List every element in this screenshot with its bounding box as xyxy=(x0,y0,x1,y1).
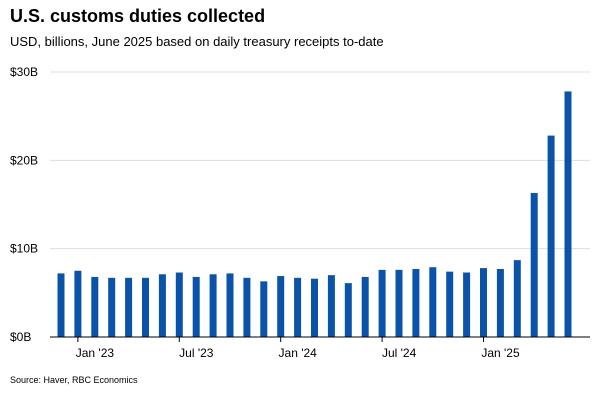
y-axis-labels: $0B $10B $20B $30B xyxy=(10,65,38,344)
bar xyxy=(260,281,268,337)
bar xyxy=(361,276,369,337)
bar xyxy=(294,277,302,337)
x-tick-label: Jul '23 xyxy=(179,346,214,360)
gridlines xyxy=(50,71,590,250)
bar xyxy=(277,276,285,337)
x-axis-ticks: Jan '23 Jul '23 Jan '24 Jul '24 Jan '25 xyxy=(76,337,520,360)
bars xyxy=(57,91,572,337)
bar xyxy=(429,267,437,337)
bar xyxy=(108,277,116,337)
bar xyxy=(412,268,420,337)
bar xyxy=(192,276,200,337)
y-tick-label: $10B xyxy=(10,242,38,256)
bar xyxy=(226,273,234,337)
y-tick-label: $0B xyxy=(10,330,31,344)
bar xyxy=(395,269,403,337)
chart-title: U.S. customs duties collected xyxy=(10,6,266,26)
y-tick-label: $30B xyxy=(10,65,38,79)
bar xyxy=(327,275,335,337)
bar xyxy=(564,91,572,337)
bar xyxy=(175,272,183,337)
bar xyxy=(496,268,504,337)
bar xyxy=(243,277,251,337)
bar xyxy=(513,260,521,337)
bar xyxy=(125,277,133,337)
bar xyxy=(344,283,352,337)
bar xyxy=(547,135,555,337)
bar xyxy=(158,274,166,337)
bar xyxy=(74,270,82,337)
bar xyxy=(91,276,99,337)
chart-subtitle: USD, billions, June 2025 based on daily … xyxy=(10,34,384,49)
x-tick-label: Jul '24 xyxy=(382,346,417,360)
bar xyxy=(142,277,149,337)
bar xyxy=(480,268,487,337)
x-tick-label: Jan '23 xyxy=(76,346,115,360)
y-tick-label: $20B xyxy=(10,153,38,167)
bar xyxy=(311,278,318,337)
bar xyxy=(378,269,386,337)
bar xyxy=(530,193,538,337)
bar xyxy=(209,274,217,337)
x-tick-label: Jan '24 xyxy=(279,346,318,360)
source-note: Source: Haver, RBC Economics xyxy=(10,375,138,385)
x-tick-label: Jan '25 xyxy=(481,346,520,360)
bar xyxy=(463,272,471,337)
bar xyxy=(446,271,454,337)
bar xyxy=(57,273,65,337)
